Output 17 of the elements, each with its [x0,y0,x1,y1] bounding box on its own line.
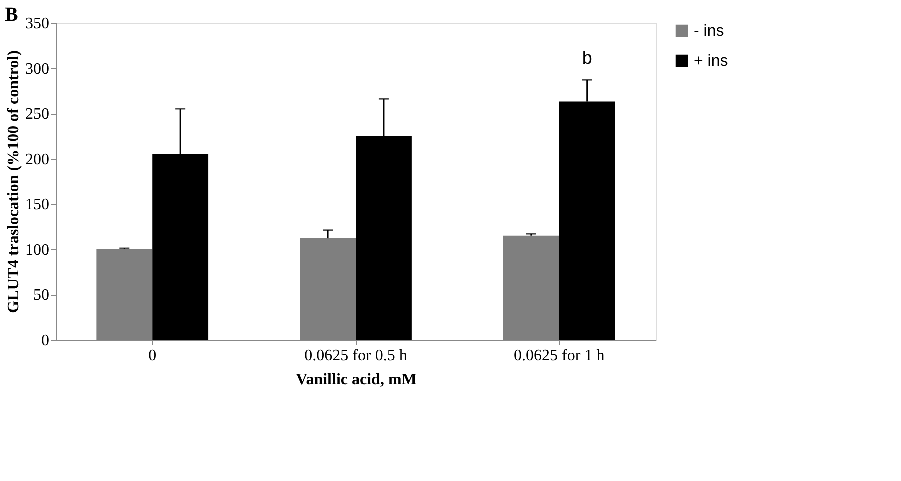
y-tick-label: 300 [26,60,50,78]
y-tick-label: 350 [26,16,50,32]
x-tick-label: 0.0625 for 1 h [514,348,605,364]
y-tick-label: 50 [34,287,50,304]
legend-label: - ins [694,23,724,40]
annotation: b [582,48,592,68]
y-tick-label: 250 [26,106,50,124]
chart-title: B [5,4,18,26]
y-tick-label: 150 [26,196,50,214]
y-tick-label: 100 [26,242,50,259]
x-tick-label: 0.0625 for 0.5 h [304,348,408,364]
y-tick-label: 200 [26,151,50,168]
y-axis-title: GLUT4 traslocation (%100 of control) [6,50,22,314]
x-axis-title: Vanillic acid, mM [296,372,417,388]
y-tick-label: 0 [42,332,50,350]
legend-label: + ins [694,53,728,70]
x-tick-label: 0 [148,348,157,364]
